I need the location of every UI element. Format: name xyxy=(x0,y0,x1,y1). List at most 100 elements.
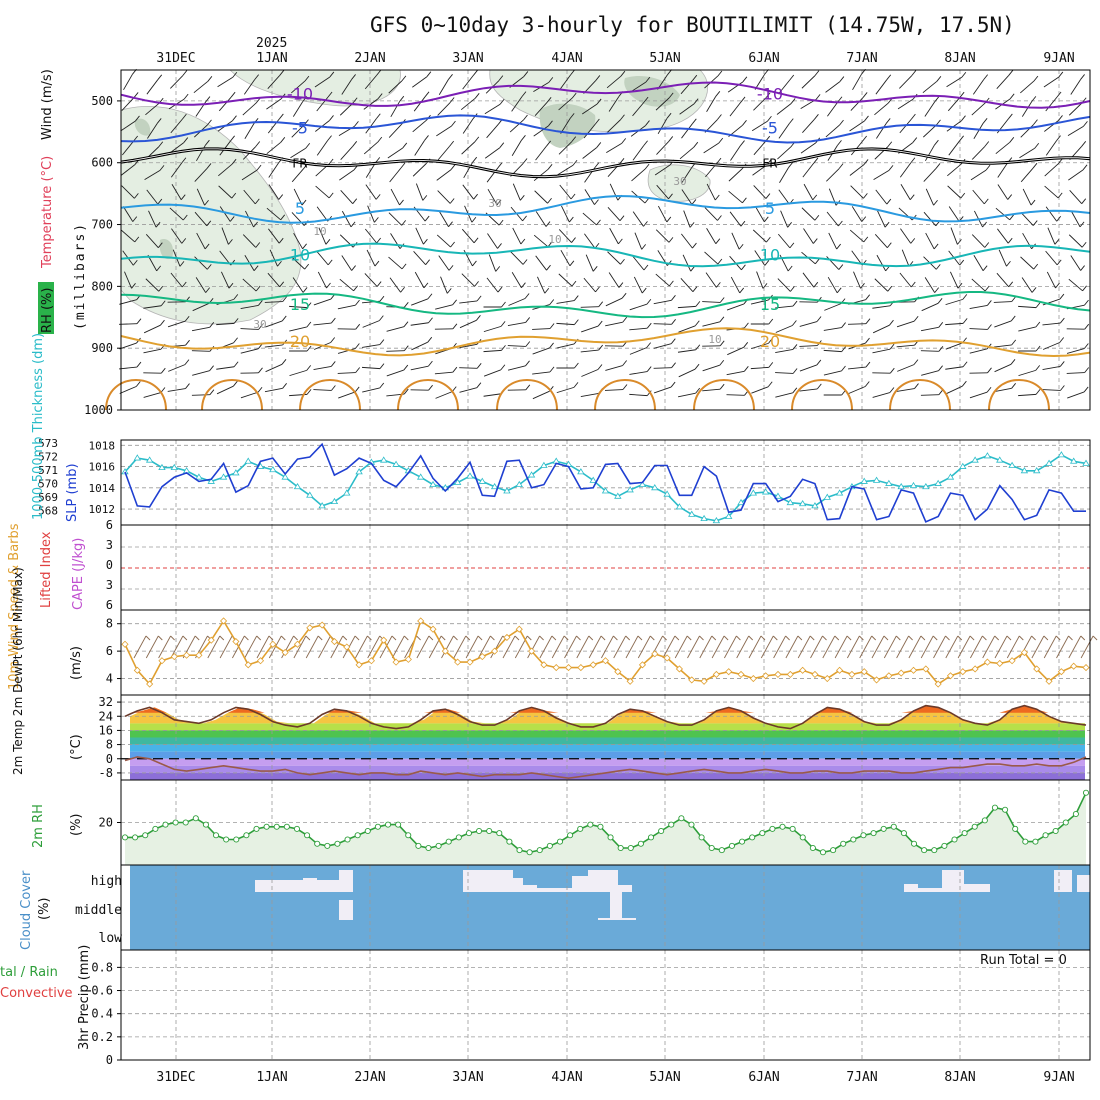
wind-barb-flag xyxy=(329,115,334,121)
wind-barb xyxy=(1045,96,1058,112)
surface-barb xyxy=(539,635,553,659)
surface-barb-flag xyxy=(342,635,348,641)
wind-barb-flag xyxy=(306,302,312,308)
surface-barb xyxy=(957,635,971,659)
wind-barb-flag xyxy=(472,156,478,163)
warm-contour xyxy=(791,379,853,411)
wind-barb-flag xyxy=(399,199,404,206)
point-marker xyxy=(880,825,887,832)
wind-barb-flag xyxy=(911,113,916,120)
wind-barb xyxy=(754,250,766,266)
wind-barb-flag xyxy=(984,141,990,147)
point-marker xyxy=(244,457,252,464)
point-marker xyxy=(1069,457,1078,464)
isotherm-label: 10 xyxy=(290,245,310,264)
wind-barb-flag xyxy=(1060,385,1065,391)
wind-barb xyxy=(269,249,278,267)
point-marker xyxy=(991,804,999,811)
wind-barb-flag xyxy=(179,261,185,267)
wind-barb-flag xyxy=(423,282,429,289)
isotherm-line xyxy=(120,81,1091,109)
wind-barb-flag xyxy=(986,386,992,393)
wind-barb xyxy=(681,123,693,139)
wind-barb xyxy=(655,97,670,111)
wind-barb-flag xyxy=(426,71,432,77)
wind-barb xyxy=(1042,365,1061,371)
point-marker xyxy=(1052,827,1059,835)
wind-barb xyxy=(461,141,476,155)
surface-barb xyxy=(318,635,331,659)
surface-barb-flag xyxy=(649,635,655,641)
wind-barb xyxy=(948,206,960,222)
wind-barb xyxy=(240,391,259,399)
wind-barb-flag xyxy=(204,199,209,206)
wind-barb-flag xyxy=(521,282,526,288)
wind-barb xyxy=(683,210,691,228)
wind-barb-flag xyxy=(160,319,165,326)
surface-barb xyxy=(810,635,823,659)
point-marker xyxy=(404,655,412,663)
surface-barb-flag xyxy=(748,635,754,641)
wind-barb-flag xyxy=(910,281,916,288)
upper-air-wind-barbs xyxy=(118,68,1090,400)
point-marker xyxy=(392,460,400,467)
wind-barb xyxy=(751,342,769,350)
wind-barb-flag xyxy=(401,263,407,270)
point-marker xyxy=(232,469,240,476)
wind-barb-flag xyxy=(450,164,456,170)
wind-barb-flag xyxy=(1033,263,1039,270)
point-marker xyxy=(476,827,483,835)
point-marker xyxy=(344,836,351,843)
wind-barb xyxy=(681,233,693,249)
wind-barb xyxy=(583,277,596,293)
wind-barb xyxy=(535,255,547,271)
wind-barb-flag xyxy=(598,301,604,307)
wind-barb xyxy=(802,119,815,133)
wind-barb xyxy=(753,140,767,156)
y-tick-label: 900 xyxy=(91,341,113,355)
clear-sky-block xyxy=(267,880,303,892)
warm-contour xyxy=(693,379,755,411)
wind-barb-flag xyxy=(1010,315,1016,322)
wind-barb xyxy=(438,211,449,227)
wind-barb xyxy=(826,168,840,182)
point-marker xyxy=(819,849,827,856)
wind-barb-flag xyxy=(1032,220,1038,226)
warm-contour xyxy=(397,379,459,411)
thickness-tick-label: 570 xyxy=(38,478,58,491)
point-marker xyxy=(601,657,610,665)
temperature-band xyxy=(130,737,1085,745)
wind-barb xyxy=(194,168,208,182)
wind-barb-flag xyxy=(525,360,530,367)
wind-barb-flag xyxy=(184,359,190,365)
wind-barb-flag xyxy=(622,316,628,323)
surface-barb-flag xyxy=(908,635,913,641)
wind-barb-flag xyxy=(520,238,526,245)
wind-barb-flag xyxy=(230,135,235,142)
wind-barb-flag xyxy=(351,74,356,80)
wind-barb xyxy=(629,347,647,355)
wind-barb xyxy=(1068,102,1083,116)
wind-barb-flag xyxy=(403,302,409,308)
point-marker xyxy=(330,637,339,646)
wind-barb xyxy=(410,365,429,371)
wind-barb xyxy=(267,75,281,89)
wind-barb-flag xyxy=(207,76,213,82)
wind-barb-flag xyxy=(132,216,138,222)
wind-barb-flag xyxy=(1058,71,1064,78)
surface-barb xyxy=(145,635,159,659)
wind-barb xyxy=(1047,227,1056,245)
wind-barb xyxy=(873,169,890,181)
wind-barb xyxy=(245,210,254,228)
wind-barb-flag xyxy=(231,192,237,199)
wind-barb xyxy=(925,144,935,162)
isotherm-line xyxy=(120,194,1091,224)
surface-barb-flag xyxy=(317,635,323,641)
wind-barb-flag xyxy=(428,360,433,367)
surface-barb xyxy=(883,635,897,659)
wind-barb-flag xyxy=(841,365,846,372)
point-marker xyxy=(959,668,967,676)
wind-barb xyxy=(242,102,257,116)
wind-barb xyxy=(337,304,356,310)
